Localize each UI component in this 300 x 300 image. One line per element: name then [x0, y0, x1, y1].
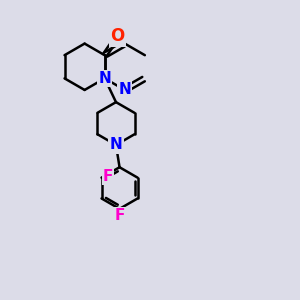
Text: F: F [114, 208, 125, 223]
Text: N: N [110, 137, 122, 152]
Text: N: N [98, 71, 111, 86]
Text: F: F [103, 169, 113, 184]
Text: N: N [118, 82, 131, 98]
Text: O: O [110, 28, 124, 46]
